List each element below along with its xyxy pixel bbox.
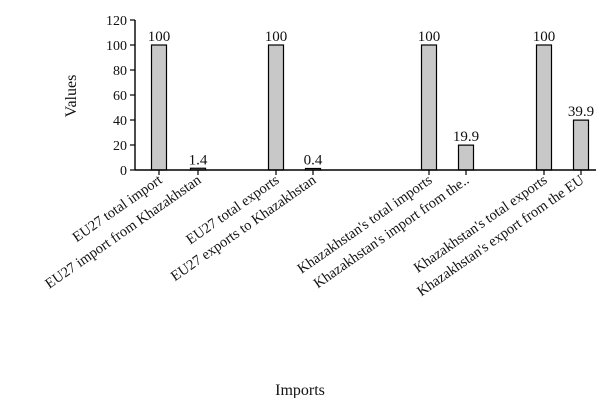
bar-data-label: 1.4 bbox=[189, 152, 208, 168]
bar-data-label: 100 bbox=[418, 29, 441, 45]
y-tick-label: 100 bbox=[106, 39, 127, 54]
bar-data-label: 39.9 bbox=[568, 104, 594, 120]
bar-data-label: 100 bbox=[533, 29, 556, 45]
y-tick-label: 120 bbox=[106, 14, 127, 29]
bar bbox=[420, 44, 438, 171]
y-tick-label: 80 bbox=[113, 64, 127, 79]
bar bbox=[150, 44, 168, 171]
x-axis-title: Imports bbox=[275, 382, 325, 398]
data-labels: 100 1.4 100 0.4 100 19.9 100 39.9 bbox=[148, 29, 594, 169]
bar-data-label: 0.4 bbox=[304, 153, 323, 169]
bar-data-label: 100 bbox=[148, 29, 171, 45]
bars bbox=[150, 44, 590, 171]
bar bbox=[535, 44, 553, 171]
y-tick-label: 0 bbox=[120, 164, 127, 179]
y-tick-label: 20 bbox=[113, 139, 127, 154]
y-axis-title: Values bbox=[63, 75, 80, 118]
bar-data-label: 19.9 bbox=[453, 129, 479, 145]
y-tick-label: 60 bbox=[113, 89, 127, 104]
bar-data-label: 100 bbox=[265, 29, 288, 45]
bar bbox=[267, 44, 285, 171]
bar bbox=[572, 119, 590, 171]
y-tick-label: 40 bbox=[113, 114, 127, 129]
y-axis-ticks: 0 20 40 60 80 100 120 bbox=[106, 14, 135, 179]
bar bbox=[457, 144, 475, 171]
